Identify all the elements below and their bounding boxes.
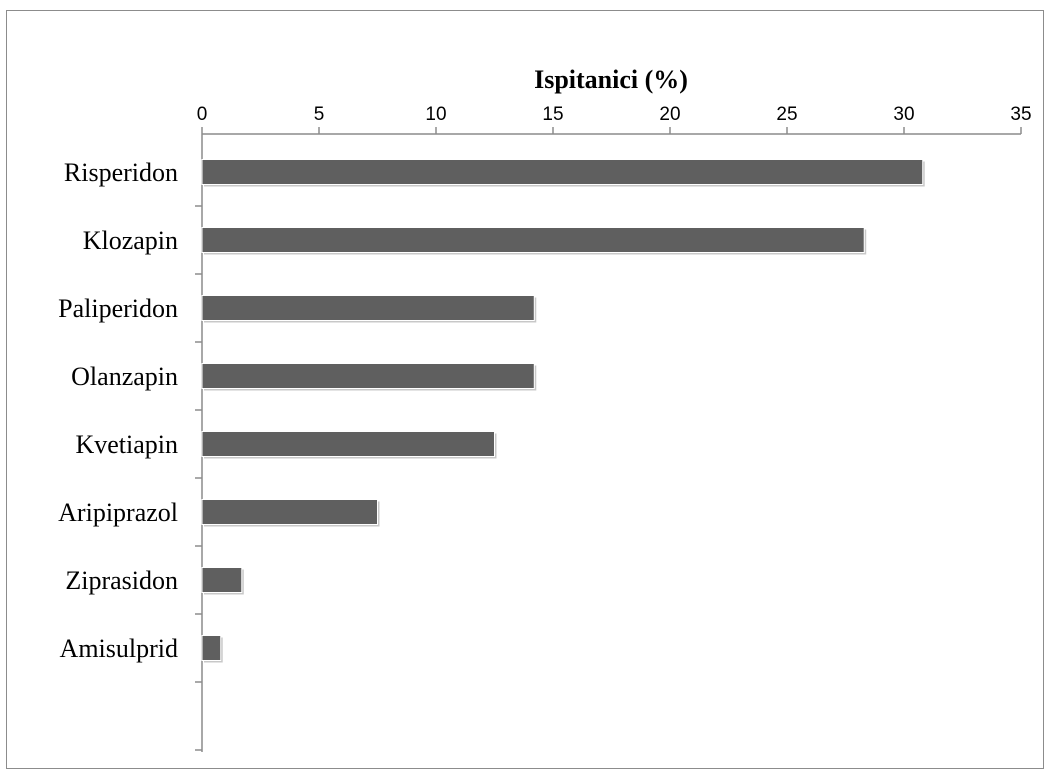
category-label: Klozapin	[83, 226, 178, 255]
x-tick-label: 5	[314, 104, 325, 125]
bar	[201, 567, 243, 593]
category-label: Paliperidon	[58, 294, 178, 323]
bar-chart: Ispitanici (%) 0 5 10 15 20 25 30 35 Risperidon…	[58, 65, 1032, 752]
category-label: Aripiprazol	[58, 498, 178, 527]
x-tick-label: 10	[425, 104, 446, 125]
x-tick-label: 30	[893, 104, 914, 125]
chart-title: Ispitanici (%)	[534, 65, 688, 94]
chart-frame: Ispitanici (%) 0 5 10 15 20 25 30 35 Risperidon…	[6, 10, 1044, 769]
category-labels: Risperidon Klozapin Paliperidon Olanzapin Kv…	[58, 158, 178, 663]
category-label: Risperidon	[64, 158, 178, 187]
x-tick-label: 35	[1010, 104, 1031, 125]
bar	[201, 295, 535, 321]
x-tick-label: 20	[659, 104, 680, 125]
bar	[201, 159, 924, 185]
category-label: Ziprasidon	[65, 566, 178, 595]
bar	[201, 499, 378, 525]
bar	[201, 363, 535, 389]
category-label: Kvetiapin	[75, 430, 178, 459]
x-tick-labels: 0 5 10 15 20 25 30 35	[197, 104, 1032, 125]
bars	[201, 159, 925, 663]
x-tick-label: 15	[542, 104, 563, 125]
bar	[201, 431, 495, 457]
bar	[201, 227, 865, 253]
bar	[201, 635, 222, 661]
category-label: Olanzapin	[71, 362, 178, 391]
x-tick-label: 0	[197, 104, 208, 125]
x-tick-label: 25	[776, 104, 797, 125]
category-label: Amisulprid	[60, 634, 178, 663]
